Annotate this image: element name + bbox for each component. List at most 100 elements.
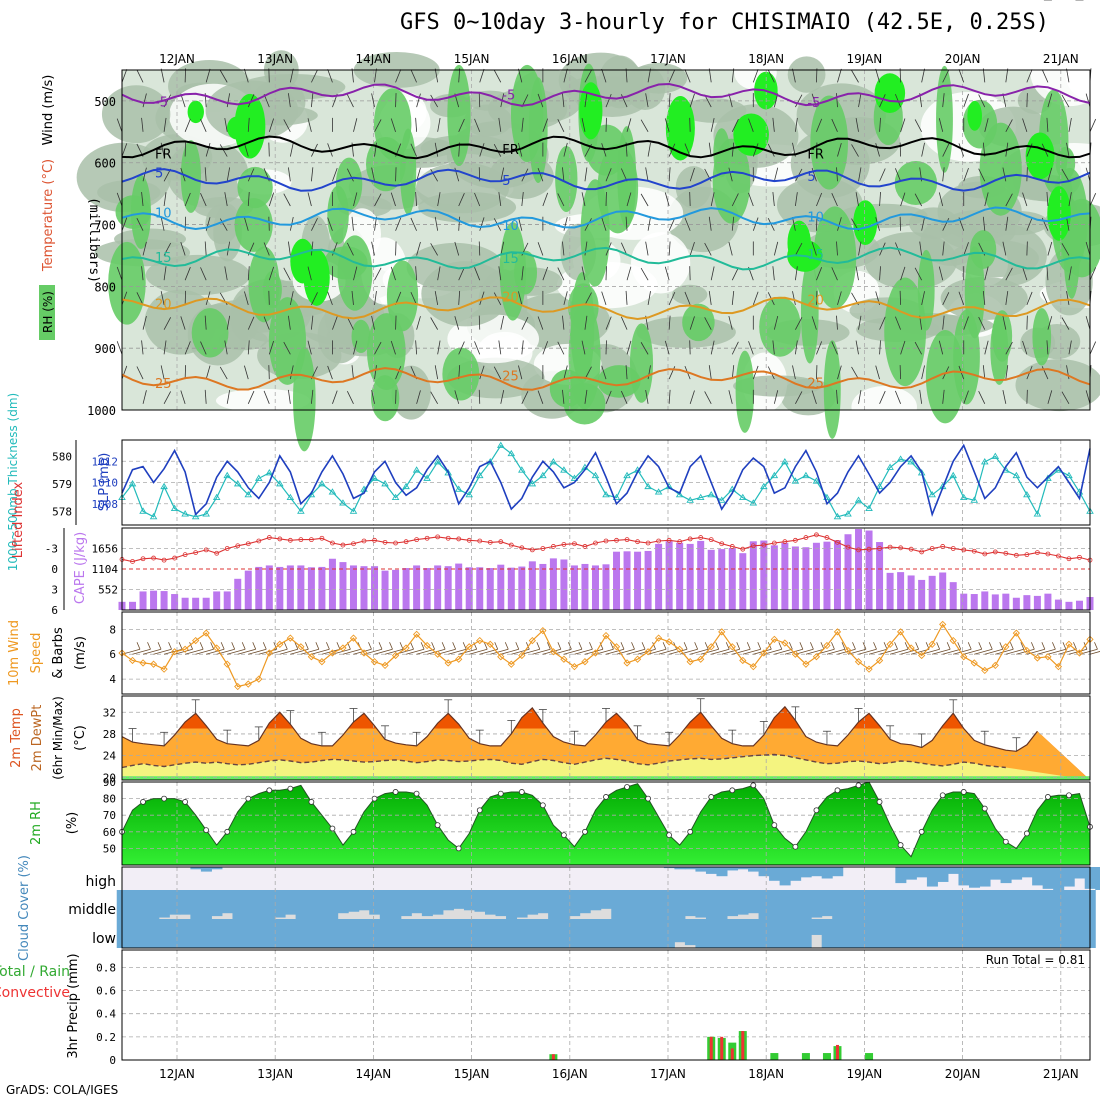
rh2m-marker: [939, 792, 946, 799]
wind-barb: [226, 389, 231, 404]
cloud-cell: [1042, 919, 1054, 948]
cape-bar: [591, 565, 599, 610]
wind-barb: [938, 266, 944, 281]
rh-area: [108, 241, 146, 325]
cloud-cell: [832, 919, 844, 948]
wind-barb: [584, 69, 592, 83]
wind-barb: [1005, 119, 1013, 133]
rh2m-marker: [350, 828, 357, 835]
wind10m-barb: [900, 648, 919, 655]
date-tick-bottom: 21JAN: [1043, 1067, 1079, 1081]
wind-barb: [542, 118, 549, 132]
cape-bar: [223, 591, 231, 610]
wind-barb: [708, 68, 712, 83]
li-marker: [635, 539, 640, 545]
wind-barb: [748, 341, 754, 355]
cloud-cell: [632, 890, 644, 919]
thickness-marker: [170, 504, 179, 511]
wind-barb: [1066, 291, 1070, 305]
li-marker: [719, 541, 725, 547]
wind-barb: [479, 291, 485, 306]
cloud-cell: [842, 890, 854, 919]
wind10m-barb: [374, 648, 393, 655]
li-marker: [729, 544, 735, 549]
wind10m-marker: [918, 651, 926, 660]
rh2m-marker: [960, 789, 967, 795]
cloud-cell: [663, 890, 675, 919]
wind10m-marker: [276, 640, 284, 648]
cloud-cell: [1021, 867, 1033, 878]
cloud-cell: [506, 890, 518, 919]
wind10m-barb: [1058, 648, 1077, 655]
wind-barb: [684, 291, 691, 306]
wind10m-barb: [810, 642, 814, 650]
wind10m-barb: [852, 642, 856, 650]
wind10m-marker: [297, 643, 305, 651]
cape-bar: [697, 540, 705, 610]
wind10m-barb: [757, 642, 762, 650]
cloud-cell: [684, 867, 696, 870]
slp-tick-label: 1008: [92, 498, 119, 511]
wind-barb: [219, 218, 228, 231]
wind10m-marker: [128, 656, 137, 665]
wind10m-marker: [402, 644, 410, 652]
cape-bar: [655, 543, 663, 610]
cloud-cell: [947, 919, 959, 948]
cloud-cell: [769, 919, 781, 948]
date-tick-bottom: 13JAN: [257, 1067, 293, 1081]
cloud-cell: [179, 919, 191, 948]
wind-barb: [493, 366, 502, 380]
rh-area: [327, 185, 349, 245]
wind-barb: [731, 267, 739, 281]
wind-barb: [542, 341, 549, 355]
cloud-cell: [832, 867, 844, 877]
wind10m-barb: [946, 642, 951, 650]
cloud-cell: [884, 890, 896, 919]
wind10m-barb: [616, 648, 635, 655]
wind-barb: [1061, 168, 1070, 182]
li-marker: [140, 556, 146, 562]
li-marker: [814, 532, 819, 538]
rh-area: [447, 314, 540, 364]
thickness-marker: [444, 469, 452, 476]
wind-barb: [244, 142, 249, 157]
rh2m-marker: [518, 789, 525, 795]
wind-barb: [795, 391, 803, 405]
wind-barb: [390, 118, 396, 132]
cloud-cell: [221, 890, 233, 914]
wind-barb: [180, 242, 186, 256]
cloud-cell: [653, 919, 665, 948]
thickness-marker: [760, 482, 768, 490]
contour-label: 15: [155, 251, 172, 266]
wind10m-barb: [231, 642, 236, 650]
rh2m-marker: [1045, 794, 1051, 800]
cloud-cell: [979, 867, 991, 887]
wind-barb: [374, 365, 377, 380]
cape-bar: [1002, 593, 1010, 610]
cloud-cell: [663, 867, 675, 869]
wind-barb: [963, 316, 969, 330]
cloud-cell: [421, 890, 433, 917]
wind10m-barb: [174, 648, 193, 655]
cloud-cell: [537, 919, 549, 948]
wind-barb: [310, 315, 314, 330]
cloud-cell: [137, 890, 149, 919]
wind10m-barb: [163, 648, 183, 655]
cloud-cell: [495, 890, 507, 917]
wind-barb: [728, 167, 733, 182]
wind-barb: [521, 316, 529, 330]
wind-barb: [1005, 341, 1013, 355]
li-marker: [1034, 550, 1040, 555]
cloud-cell: [705, 890, 717, 919]
wind10m-barb: [957, 642, 962, 650]
cloud-cell: [432, 890, 444, 915]
precip-legend-total: Total / Rain: [0, 964, 70, 980]
wind-barb: [1026, 291, 1033, 306]
date-tick-top: 14JAN: [356, 52, 392, 66]
wind10m-marker: [244, 680, 252, 688]
wind-barb: [121, 69, 128, 83]
cloud-cell: [1032, 867, 1044, 886]
li-marker: [308, 537, 314, 543]
wind10m-barb: [368, 642, 372, 650]
wind-barb: [410, 143, 417, 157]
